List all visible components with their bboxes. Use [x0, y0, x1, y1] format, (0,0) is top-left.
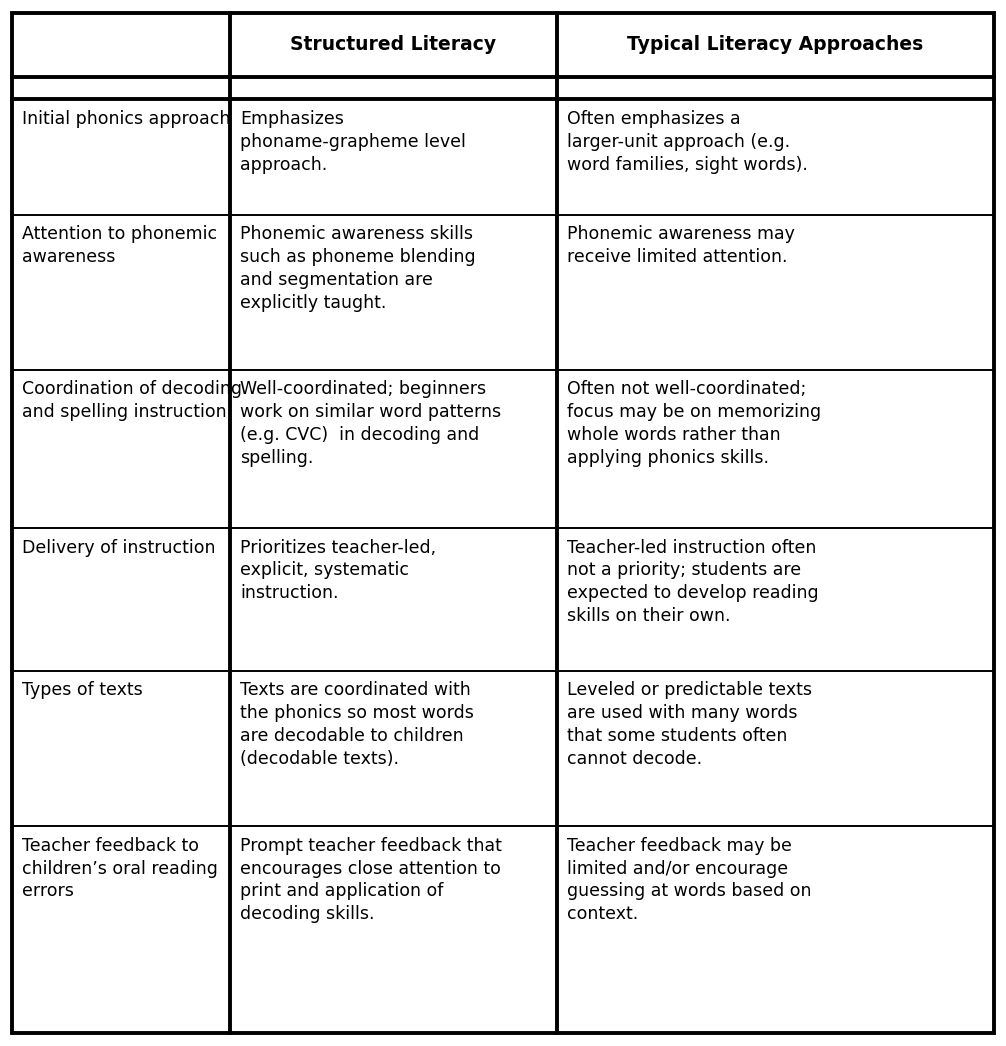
Text: Emphasizes
phoname-grapheme level
approach.: Emphasizes phoname-grapheme level approa… — [240, 110, 466, 174]
Bar — [230, 826, 557, 1033]
Text: Attention to phonemic
awareness: Attention to phonemic awareness — [22, 225, 217, 266]
Text: Often not well-coordinated;
focus may be on memorizing
whole words rather than
a: Often not well-coordinated; focus may be… — [567, 381, 821, 467]
Bar — [230, 528, 557, 672]
Bar — [12, 370, 230, 528]
Bar — [12, 672, 230, 826]
Bar — [12, 826, 230, 1033]
Text: Teacher feedback to
children’s oral reading
errors: Teacher feedback to children’s oral read… — [22, 837, 218, 901]
Text: Prompt teacher feedback that
encourages close attention to
print and application: Prompt teacher feedback that encourages … — [240, 837, 502, 924]
Text: Structured Literacy: Structured Literacy — [291, 36, 497, 54]
Text: Coordination of decoding
and spelling instruction: Coordination of decoding and spelling in… — [22, 381, 242, 422]
Bar — [557, 99, 994, 214]
Text: Typical Literacy Approaches: Typical Literacy Approaches — [628, 36, 924, 54]
Text: Often emphasizes a
larger-unit approach (e.g.
word families, sight words).: Often emphasizes a larger-unit approach … — [567, 110, 808, 174]
Bar — [557, 13, 994, 76]
Text: Phonemic awareness skills
such as phoneme blending
and segmentation are
explicit: Phonemic awareness skills such as phonem… — [240, 225, 476, 312]
Text: Phonemic awareness may
receive limited attention.: Phonemic awareness may receive limited a… — [567, 225, 795, 266]
Bar — [230, 672, 557, 826]
Bar — [230, 214, 557, 370]
Text: Well-coordinated; beginners
work on similar word patterns
(e.g. CVC)  in decodin: Well-coordinated; beginners work on simi… — [240, 381, 501, 467]
Bar — [12, 76, 230, 99]
Bar — [12, 214, 230, 370]
Bar — [557, 76, 994, 99]
Bar — [557, 826, 994, 1033]
Text: Prioritizes teacher-led,
explicit, systematic
instruction.: Prioritizes teacher-led, explicit, syste… — [240, 539, 437, 602]
Bar — [12, 13, 230, 76]
Bar — [557, 528, 994, 672]
Bar — [12, 99, 230, 214]
Text: Initial phonics approach: Initial phonics approach — [22, 110, 230, 128]
Bar — [230, 370, 557, 528]
Bar — [230, 13, 557, 76]
Text: Types of texts: Types of texts — [22, 682, 143, 700]
Text: Delivery of instruction: Delivery of instruction — [22, 539, 215, 556]
Text: Leveled or predictable texts
are used with many words
that some students often
c: Leveled or predictable texts are used wi… — [567, 682, 812, 768]
Bar — [557, 370, 994, 528]
Bar — [12, 528, 230, 672]
Bar — [557, 672, 994, 826]
Text: Teacher-led instruction often
not a priority; students are
expected to develop r: Teacher-led instruction often not a prio… — [567, 539, 819, 626]
Text: Texts are coordinated with
the phonics so most words
are decodable to children
(: Texts are coordinated with the phonics s… — [240, 682, 474, 768]
Bar — [557, 214, 994, 370]
Bar — [230, 99, 557, 214]
Text: Teacher feedback may be
limited and/or encourage
guessing at words based on
cont: Teacher feedback may be limited and/or e… — [567, 837, 812, 924]
Bar — [230, 76, 557, 99]
